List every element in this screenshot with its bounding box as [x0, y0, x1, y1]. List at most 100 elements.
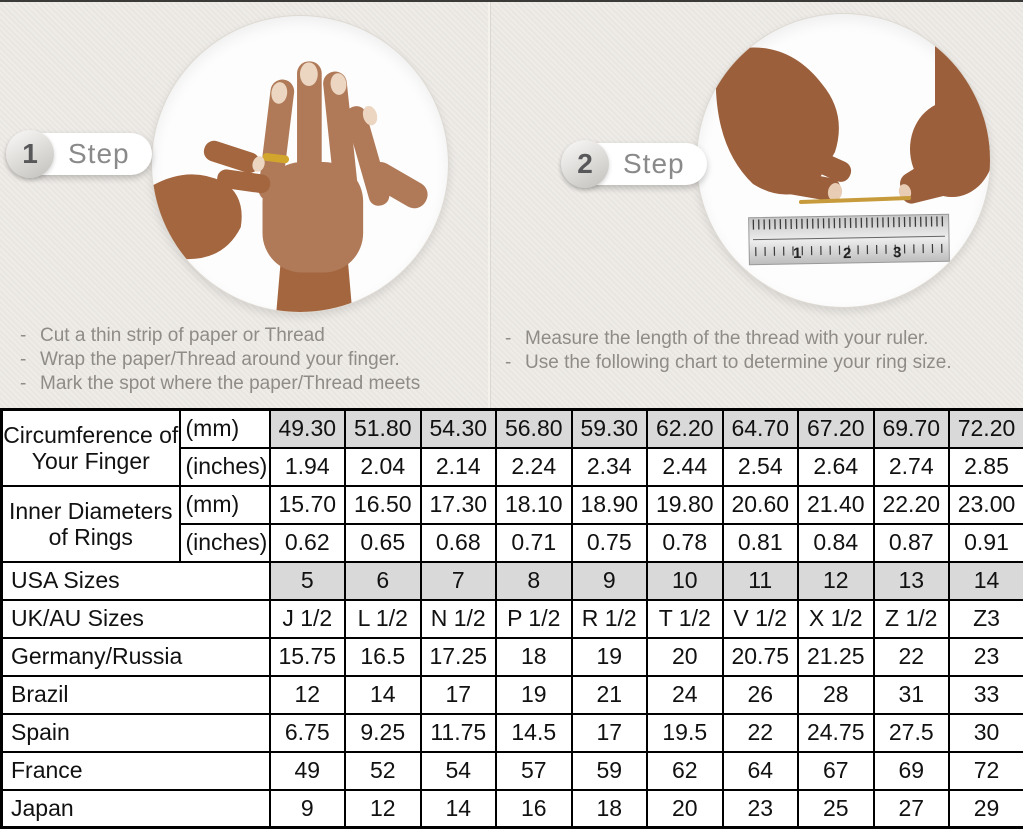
row-label: Germany/Russia [2, 638, 270, 676]
row-unit: (inches) [180, 524, 270, 562]
size-value-cell: 19 [496, 676, 572, 714]
bullet-dash: - [20, 348, 40, 372]
ruler-mark-3: 3 [893, 244, 902, 261]
size-value-cell: 49.30 [270, 410, 346, 448]
size-value-cell: 2.24 [496, 448, 572, 486]
instruction-line: -Measure the length of the thread with y… [505, 327, 1020, 351]
hand-with-ring-illustration [152, 16, 448, 312]
size-value-cell: 62.20 [647, 410, 723, 448]
step-2-badge: 2 Step [563, 143, 707, 185]
size-value-cell: 19.80 [647, 486, 723, 524]
size-value-cell: 15.70 [270, 486, 346, 524]
bullet-dash: - [20, 324, 40, 348]
size-value-cell: 10 [647, 562, 723, 600]
size-value-cell: N 1/2 [421, 600, 497, 638]
size-value-cell: 0.87 [874, 524, 950, 562]
size-value-cell: 23 [723, 790, 799, 828]
row-label: France [2, 752, 270, 790]
size-value-cell: 22 [874, 638, 950, 676]
row-label: Spain [2, 714, 270, 752]
size-value-cell: 20.75 [723, 638, 799, 676]
size-value-cell: 27 [874, 790, 950, 828]
size-value-cell: 0.75 [572, 524, 648, 562]
size-value-cell: 11 [723, 562, 799, 600]
size-value-cell: 18 [496, 638, 572, 676]
size-value-cell: 22 [723, 714, 799, 752]
instruction-text: Use the following chart to determine you… [525, 351, 952, 375]
size-value-cell: 2.14 [421, 448, 497, 486]
size-value-cell: J 1/2 [270, 600, 346, 638]
size-value-cell: L 1/2 [345, 600, 421, 638]
size-value-cell: 19.5 [647, 714, 723, 752]
ruler-mark-1: 1 [793, 245, 802, 262]
size-value-cell: 69 [874, 752, 950, 790]
size-value-cell: 20 [647, 638, 723, 676]
size-value-cell: 9 [270, 790, 346, 828]
instruction-text: Mark the spot where the paper/Thread mee… [40, 372, 420, 396]
size-value-cell: 13 [874, 562, 950, 600]
row-label: Brazil [2, 676, 270, 714]
size-value-cell: 62 [647, 752, 723, 790]
size-value-cell: 56.80 [496, 410, 572, 448]
size-value-cell: 49 [270, 752, 346, 790]
size-value-cell: 57 [496, 752, 572, 790]
vertical-divider [488, 2, 490, 408]
size-value-cell: 17.25 [421, 638, 497, 676]
size-value-cell: 30 [949, 714, 1023, 752]
size-value-cell: 14 [949, 562, 1023, 600]
instruction-text: Cut a thin strip of paper or Thread [40, 324, 325, 348]
size-value-cell: 16.5 [345, 638, 421, 676]
size-value-cell: X 1/2 [798, 600, 874, 638]
instruction-line: -Wrap the paper/Thread around your finge… [20, 348, 485, 372]
size-value-cell: 16 [496, 790, 572, 828]
size-value-cell: 51.80 [345, 410, 421, 448]
step-2-number: 2 [577, 148, 593, 180]
size-value-cell: 26 [723, 676, 799, 714]
size-value-cell: 18.90 [572, 486, 648, 524]
size-value-cell: 14 [421, 790, 497, 828]
size-value-cell: 2.74 [874, 448, 950, 486]
size-value-cell: 31 [874, 676, 950, 714]
size-value-cell: 22.20 [874, 486, 950, 524]
size-value-cell: 0.81 [723, 524, 799, 562]
step-2-label: Step [623, 148, 685, 180]
ruler: 1 2 3 [749, 214, 950, 264]
size-value-cell: 25 [798, 790, 874, 828]
row-unit: (inches) [180, 448, 270, 486]
size-value-cell: 9.25 [345, 714, 421, 752]
step-2-instructions: -Measure the length of the thread with y… [505, 327, 1020, 375]
size-value-cell: T 1/2 [647, 600, 723, 638]
size-value-cell: 72.20 [949, 410, 1023, 448]
size-value-cell: 2.44 [647, 448, 723, 486]
size-value-cell: 21 [572, 676, 648, 714]
bullet-dash: - [505, 351, 525, 375]
size-value-cell: 0.65 [345, 524, 421, 562]
size-value-cell: 0.62 [270, 524, 346, 562]
step-1-badge: 1 Step [8, 133, 152, 175]
size-value-cell: 18.10 [496, 486, 572, 524]
size-value-cell: 6 [345, 562, 421, 600]
size-value-cell: 14.5 [496, 714, 572, 752]
size-value-cell: 12 [345, 790, 421, 828]
size-value-cell: Z3 [949, 600, 1023, 638]
size-value-cell: 20 [647, 790, 723, 828]
size-value-cell: 21.25 [798, 638, 874, 676]
size-value-cell: 15.75 [270, 638, 346, 676]
size-value-cell: Z 1/2 [874, 600, 950, 638]
row-label: Inner Diameters of Rings [2, 486, 180, 562]
size-value-cell: 21.40 [798, 486, 874, 524]
row-unit: (mm) [180, 410, 270, 448]
size-value-cell: 0.71 [496, 524, 572, 562]
ruler-mark-2: 2 [843, 245, 852, 262]
step-1-instructions: -Cut a thin strip of paper or Thread-Wra… [20, 324, 485, 396]
size-value-cell: 33 [949, 676, 1023, 714]
step2-photo-measuring-thread: 1 2 3 [697, 14, 990, 307]
size-value-cell: 0.91 [949, 524, 1023, 562]
size-value-cell: 12 [798, 562, 874, 600]
